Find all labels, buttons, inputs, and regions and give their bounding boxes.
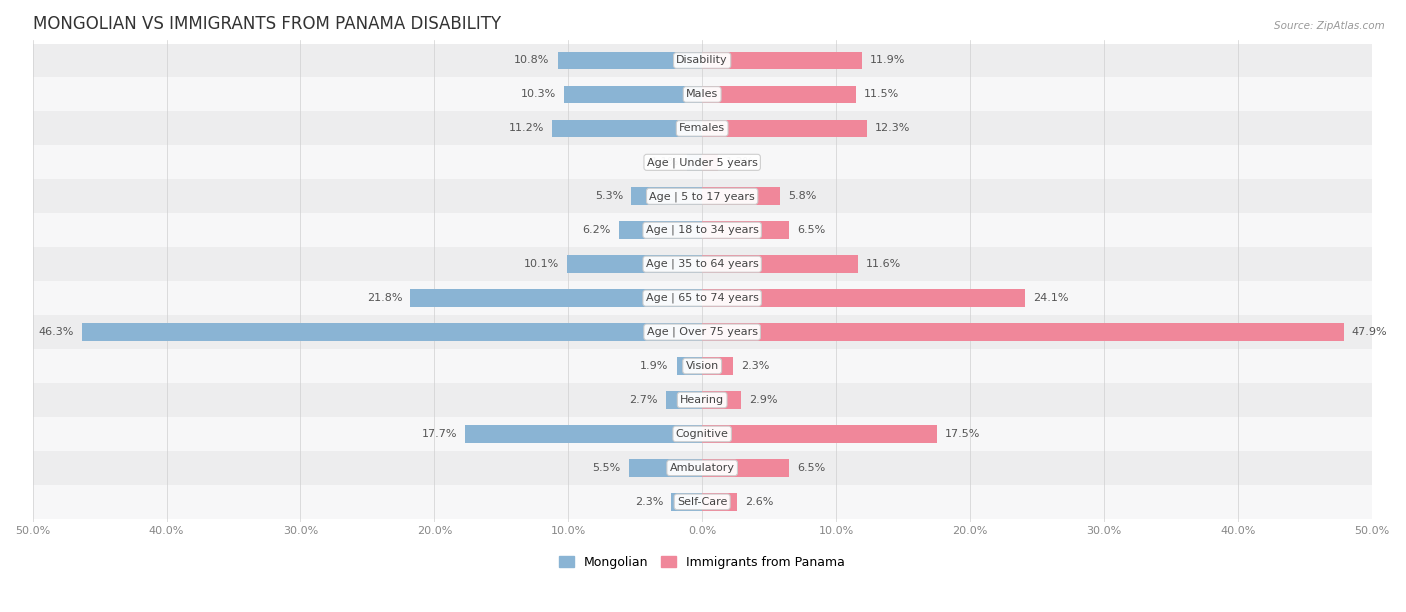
Text: 11.5%: 11.5% (865, 89, 900, 99)
Bar (32, 43, 1372, 78)
Text: 2.9%: 2.9% (749, 395, 778, 405)
Text: 2.3%: 2.3% (741, 361, 769, 371)
Bar (702, 459, 789, 477)
Bar (702, 154, 718, 171)
Text: 10.1%: 10.1% (523, 259, 560, 269)
Bar (702, 425, 936, 442)
Bar (702, 289, 1025, 307)
Bar (411, 289, 702, 307)
Text: Ambulatory: Ambulatory (669, 463, 735, 473)
Text: Source: ZipAtlas.com: Source: ZipAtlas.com (1274, 21, 1385, 31)
Bar (702, 222, 789, 239)
Text: 47.9%: 47.9% (1351, 327, 1388, 337)
Text: 1.1%: 1.1% (651, 157, 679, 167)
Text: Age | Under 5 years: Age | Under 5 years (647, 157, 758, 168)
Bar (32, 315, 1372, 349)
Bar (676, 357, 702, 375)
Text: Vision: Vision (686, 361, 718, 371)
Text: 2.7%: 2.7% (630, 395, 658, 405)
Bar (702, 119, 868, 137)
Bar (702, 323, 1344, 341)
Text: 46.3%: 46.3% (39, 327, 75, 337)
Text: Age | 18 to 34 years: Age | 18 to 34 years (645, 225, 759, 236)
Text: MONGOLIAN VS IMMIGRANTS FROM PANAMA DISABILITY: MONGOLIAN VS IMMIGRANTS FROM PANAMA DISA… (32, 15, 501, 33)
Bar (702, 86, 856, 103)
Text: Age | 5 to 17 years: Age | 5 to 17 years (650, 191, 755, 201)
Bar (688, 154, 702, 171)
Bar (553, 119, 702, 137)
Text: Cognitive: Cognitive (676, 429, 728, 439)
Text: Age | 35 to 64 years: Age | 35 to 64 years (645, 259, 759, 269)
Bar (32, 281, 1372, 315)
Bar (465, 425, 702, 442)
Bar (82, 323, 702, 341)
Text: 11.9%: 11.9% (869, 56, 905, 65)
Text: 1.9%: 1.9% (640, 361, 669, 371)
Bar (32, 213, 1372, 247)
Bar (32, 146, 1372, 179)
Text: 17.5%: 17.5% (945, 429, 980, 439)
Text: 24.1%: 24.1% (1033, 293, 1069, 303)
Text: Females: Females (679, 124, 725, 133)
Text: 6.2%: 6.2% (582, 225, 612, 235)
Bar (32, 485, 1372, 519)
Bar (32, 383, 1372, 417)
Text: 6.5%: 6.5% (797, 225, 825, 235)
Text: Disability: Disability (676, 56, 728, 65)
Bar (32, 451, 1372, 485)
Text: 11.2%: 11.2% (509, 124, 544, 133)
Bar (32, 78, 1372, 111)
Text: Self-Care: Self-Care (676, 497, 727, 507)
Text: Age | 65 to 74 years: Age | 65 to 74 years (645, 293, 759, 304)
Bar (702, 357, 733, 375)
Text: 10.8%: 10.8% (515, 56, 550, 65)
Bar (702, 255, 858, 273)
Bar (558, 51, 702, 69)
Bar (32, 111, 1372, 146)
Bar (666, 391, 702, 409)
Bar (631, 187, 702, 205)
Bar (619, 222, 702, 239)
Bar (672, 493, 702, 510)
Text: Age | Over 75 years: Age | Over 75 years (647, 327, 758, 337)
Text: 5.8%: 5.8% (787, 192, 817, 201)
Bar (564, 86, 702, 103)
Text: Hearing: Hearing (681, 395, 724, 405)
Text: 6.5%: 6.5% (797, 463, 825, 473)
Bar (702, 187, 780, 205)
Bar (32, 247, 1372, 281)
Text: 12.3%: 12.3% (875, 124, 910, 133)
Text: 17.7%: 17.7% (422, 429, 457, 439)
Text: 5.3%: 5.3% (595, 192, 623, 201)
Text: 21.8%: 21.8% (367, 293, 402, 303)
Text: 10.3%: 10.3% (522, 89, 557, 99)
Text: 1.2%: 1.2% (727, 157, 755, 167)
Bar (702, 391, 741, 409)
Legend: Mongolian, Immigrants from Panama: Mongolian, Immigrants from Panama (554, 551, 851, 574)
Bar (32, 417, 1372, 451)
Bar (32, 179, 1372, 213)
Text: 2.3%: 2.3% (636, 497, 664, 507)
Bar (628, 459, 702, 477)
Text: 11.6%: 11.6% (866, 259, 901, 269)
Bar (702, 51, 862, 69)
Bar (702, 493, 737, 510)
Bar (32, 349, 1372, 383)
Bar (567, 255, 702, 273)
Text: 5.5%: 5.5% (592, 463, 620, 473)
Text: 2.6%: 2.6% (745, 497, 773, 507)
Text: Males: Males (686, 89, 718, 99)
